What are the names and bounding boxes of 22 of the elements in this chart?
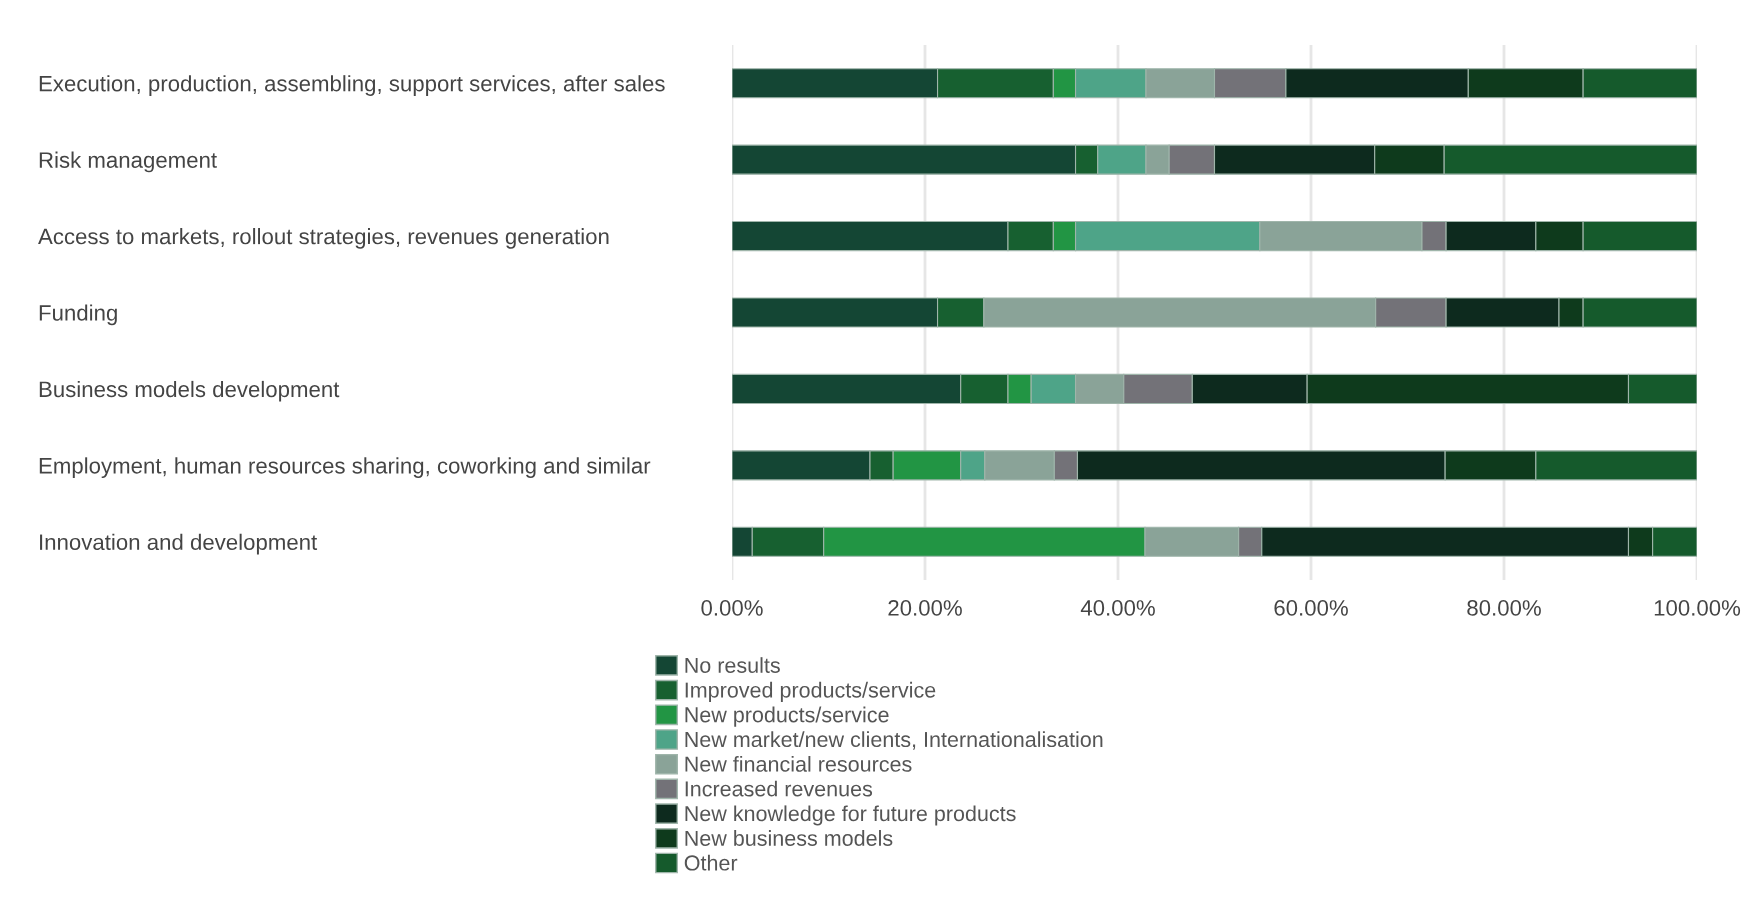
legend-label: New financial resources	[685, 755, 912, 772]
y-tick-label: Funding	[39, 304, 117, 326]
legend-label: Increased revenues	[685, 780, 873, 797]
x-tick-label: 80.00%	[1467, 600, 1541, 616]
x-tick-label: 20.00%	[888, 600, 962, 616]
x-tick-label: 40.00%	[1080, 600, 1155, 616]
y-tick-label: Access to markets, rollout strategies, revenues generation	[38, 228, 609, 249]
x-tick-label: 0.00%	[701, 600, 763, 616]
y-tick-label: Innovation and development	[40, 533, 318, 555]
legend-label: Improved products/service	[685, 681, 936, 702]
y-tick-label: Execution, production, assembling, support services, after sales	[39, 75, 665, 96]
legend-label: New market/new clients, Internationalisation	[685, 731, 1103, 750]
y-tick-label: Business models development	[39, 380, 340, 402]
legend-label: New products/service	[685, 706, 889, 727]
y-tick-label: Risk management	[39, 151, 217, 173]
x-tick-label: 100.00%	[1654, 600, 1741, 616]
legend-label: New knowledge for future products	[685, 805, 1016, 826]
legend-label: New business models	[685, 830, 893, 846]
legend-label: No results	[685, 657, 780, 673]
y-tick-label: Employment, human resources sharing, coworking and similar	[39, 457, 651, 479]
x-tick-label: 60.00%	[1274, 600, 1348, 616]
legend-label: Other	[684, 854, 738, 871]
